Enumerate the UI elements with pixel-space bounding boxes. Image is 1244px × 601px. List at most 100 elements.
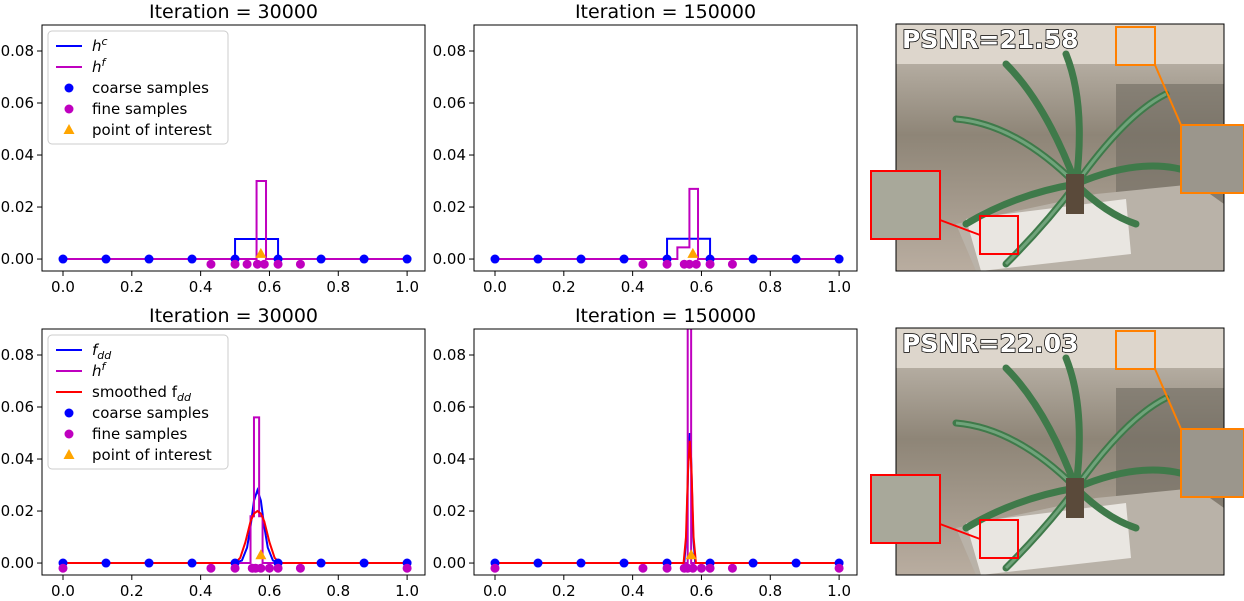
x-tick-label: 1.0 bbox=[827, 582, 851, 597]
y-tick-label: 0.08 bbox=[1, 346, 34, 364]
sample-point bbox=[230, 259, 240, 269]
plot-area bbox=[490, 329, 844, 573]
sample-point bbox=[662, 563, 672, 573]
chart-title: Iteration = 30000 bbox=[149, 1, 318, 23]
psnr-label: PSNR=22.03 bbox=[902, 329, 1079, 358]
legend-name: h bbox=[92, 37, 102, 55]
sample-point bbox=[791, 558, 801, 568]
legend-label: point of interest bbox=[92, 446, 212, 464]
sample-point bbox=[402, 563, 412, 573]
x-tick-label: 0.2 bbox=[552, 582, 576, 597]
sample-point bbox=[490, 563, 500, 573]
x-tick-label: 0.8 bbox=[758, 278, 782, 296]
x-tick-label: 1.0 bbox=[395, 582, 419, 597]
legend-name: fine samples bbox=[92, 425, 187, 443]
legend-label: smoothed fdd bbox=[92, 383, 192, 404]
sample-point bbox=[684, 259, 694, 269]
sample-point bbox=[242, 259, 252, 269]
sample-point bbox=[206, 259, 216, 269]
legend-swatch bbox=[64, 104, 74, 114]
chart-title: Iteration = 150000 bbox=[575, 305, 756, 327]
legend-sub: dd bbox=[177, 391, 192, 404]
legend-label: coarse samples bbox=[92, 79, 209, 97]
sample-point bbox=[688, 563, 698, 573]
axes-frame bbox=[473, 24, 858, 272]
y-tick-label: 0.06 bbox=[433, 94, 466, 112]
sample-point bbox=[705, 259, 715, 269]
y-tick-label: 0.02 bbox=[1, 198, 34, 216]
sample-point bbox=[619, 558, 629, 568]
y-tick-label: 0.04 bbox=[1, 146, 34, 164]
sample-point bbox=[490, 254, 500, 264]
sample-point bbox=[727, 563, 737, 573]
sample-point bbox=[638, 259, 648, 269]
point-of-interest bbox=[255, 549, 267, 560]
x-tick-label: 0.2 bbox=[120, 278, 144, 296]
point-of-interest bbox=[685, 549, 697, 560]
photo bbox=[896, 24, 1224, 271]
x-tick-label: 0.4 bbox=[189, 582, 213, 597]
sample-point bbox=[252, 259, 262, 269]
sample-point bbox=[58, 563, 68, 573]
y-tick-label: 0.06 bbox=[433, 398, 466, 416]
sample-point bbox=[533, 558, 543, 568]
point-of-interest bbox=[687, 247, 699, 258]
sample-point bbox=[791, 254, 801, 264]
legend-label: hc bbox=[92, 35, 108, 55]
x-tick-label: 1.0 bbox=[827, 278, 851, 296]
y-tick-label: 0.08 bbox=[433, 346, 466, 364]
series-line bbox=[494, 329, 840, 565]
x-tick-label: 0.4 bbox=[621, 582, 645, 597]
sample-point bbox=[295, 259, 305, 269]
series-line bbox=[62, 416, 408, 565]
legend-label: fine samples bbox=[92, 425, 187, 443]
sample-point bbox=[144, 254, 154, 264]
sample-point bbox=[533, 254, 543, 264]
image-panel: PSNR=22.03 bbox=[870, 327, 1244, 576]
sample-point bbox=[359, 254, 369, 264]
legend-sup: f bbox=[102, 56, 108, 69]
sample-point bbox=[264, 563, 274, 573]
chart-title: Iteration = 150000 bbox=[575, 1, 756, 23]
sample-point bbox=[748, 558, 758, 568]
sample-point bbox=[259, 259, 269, 269]
sample-point bbox=[662, 259, 672, 269]
x-tick-label: 0.8 bbox=[758, 582, 782, 597]
series-line bbox=[62, 509, 408, 565]
sample-point bbox=[187, 254, 197, 264]
y-tick-label: 0.00 bbox=[1, 250, 34, 268]
sample-point bbox=[748, 254, 758, 264]
legend-box bbox=[47, 334, 229, 470]
plot-area bbox=[490, 187, 844, 269]
legend-name: coarse samples bbox=[92, 404, 209, 422]
legend-name: point of interest bbox=[92, 121, 212, 139]
sample-point bbox=[834, 563, 844, 573]
sample-point bbox=[638, 563, 648, 573]
sample-point bbox=[576, 254, 586, 264]
series-line bbox=[494, 187, 840, 261]
photo bbox=[896, 328, 1224, 575]
x-tick-label: 0.6 bbox=[690, 582, 714, 597]
legend-label: fdd bbox=[92, 341, 112, 362]
legend-swatch bbox=[63, 449, 75, 459]
legend-name: smoothed f bbox=[92, 383, 178, 401]
x-tick-label: 0.2 bbox=[120, 582, 144, 597]
plot-area bbox=[58, 416, 412, 573]
y-tick-label: 0.00 bbox=[1, 554, 34, 572]
y-tick-label: 0.04 bbox=[433, 450, 466, 468]
chart: Iteration = 30000 0.0 0.2 0.4 0.6 0.8 1.0 0.00 0… bbox=[1, 305, 426, 600]
legend-name: f bbox=[92, 341, 100, 359]
legend-swatch bbox=[64, 429, 74, 439]
y-tick-label: 0.08 bbox=[1, 42, 34, 60]
sample-point bbox=[295, 563, 305, 573]
legend-name: point of interest bbox=[92, 446, 212, 464]
sample-point bbox=[316, 558, 326, 568]
sample-point bbox=[101, 558, 111, 568]
legend-swatch bbox=[64, 83, 74, 93]
chart-title: Iteration = 30000 bbox=[149, 305, 318, 327]
series-line bbox=[494, 440, 840, 565]
x-tick-label: 0.6 bbox=[258, 278, 282, 296]
x-tick-label: 0.8 bbox=[326, 278, 350, 296]
